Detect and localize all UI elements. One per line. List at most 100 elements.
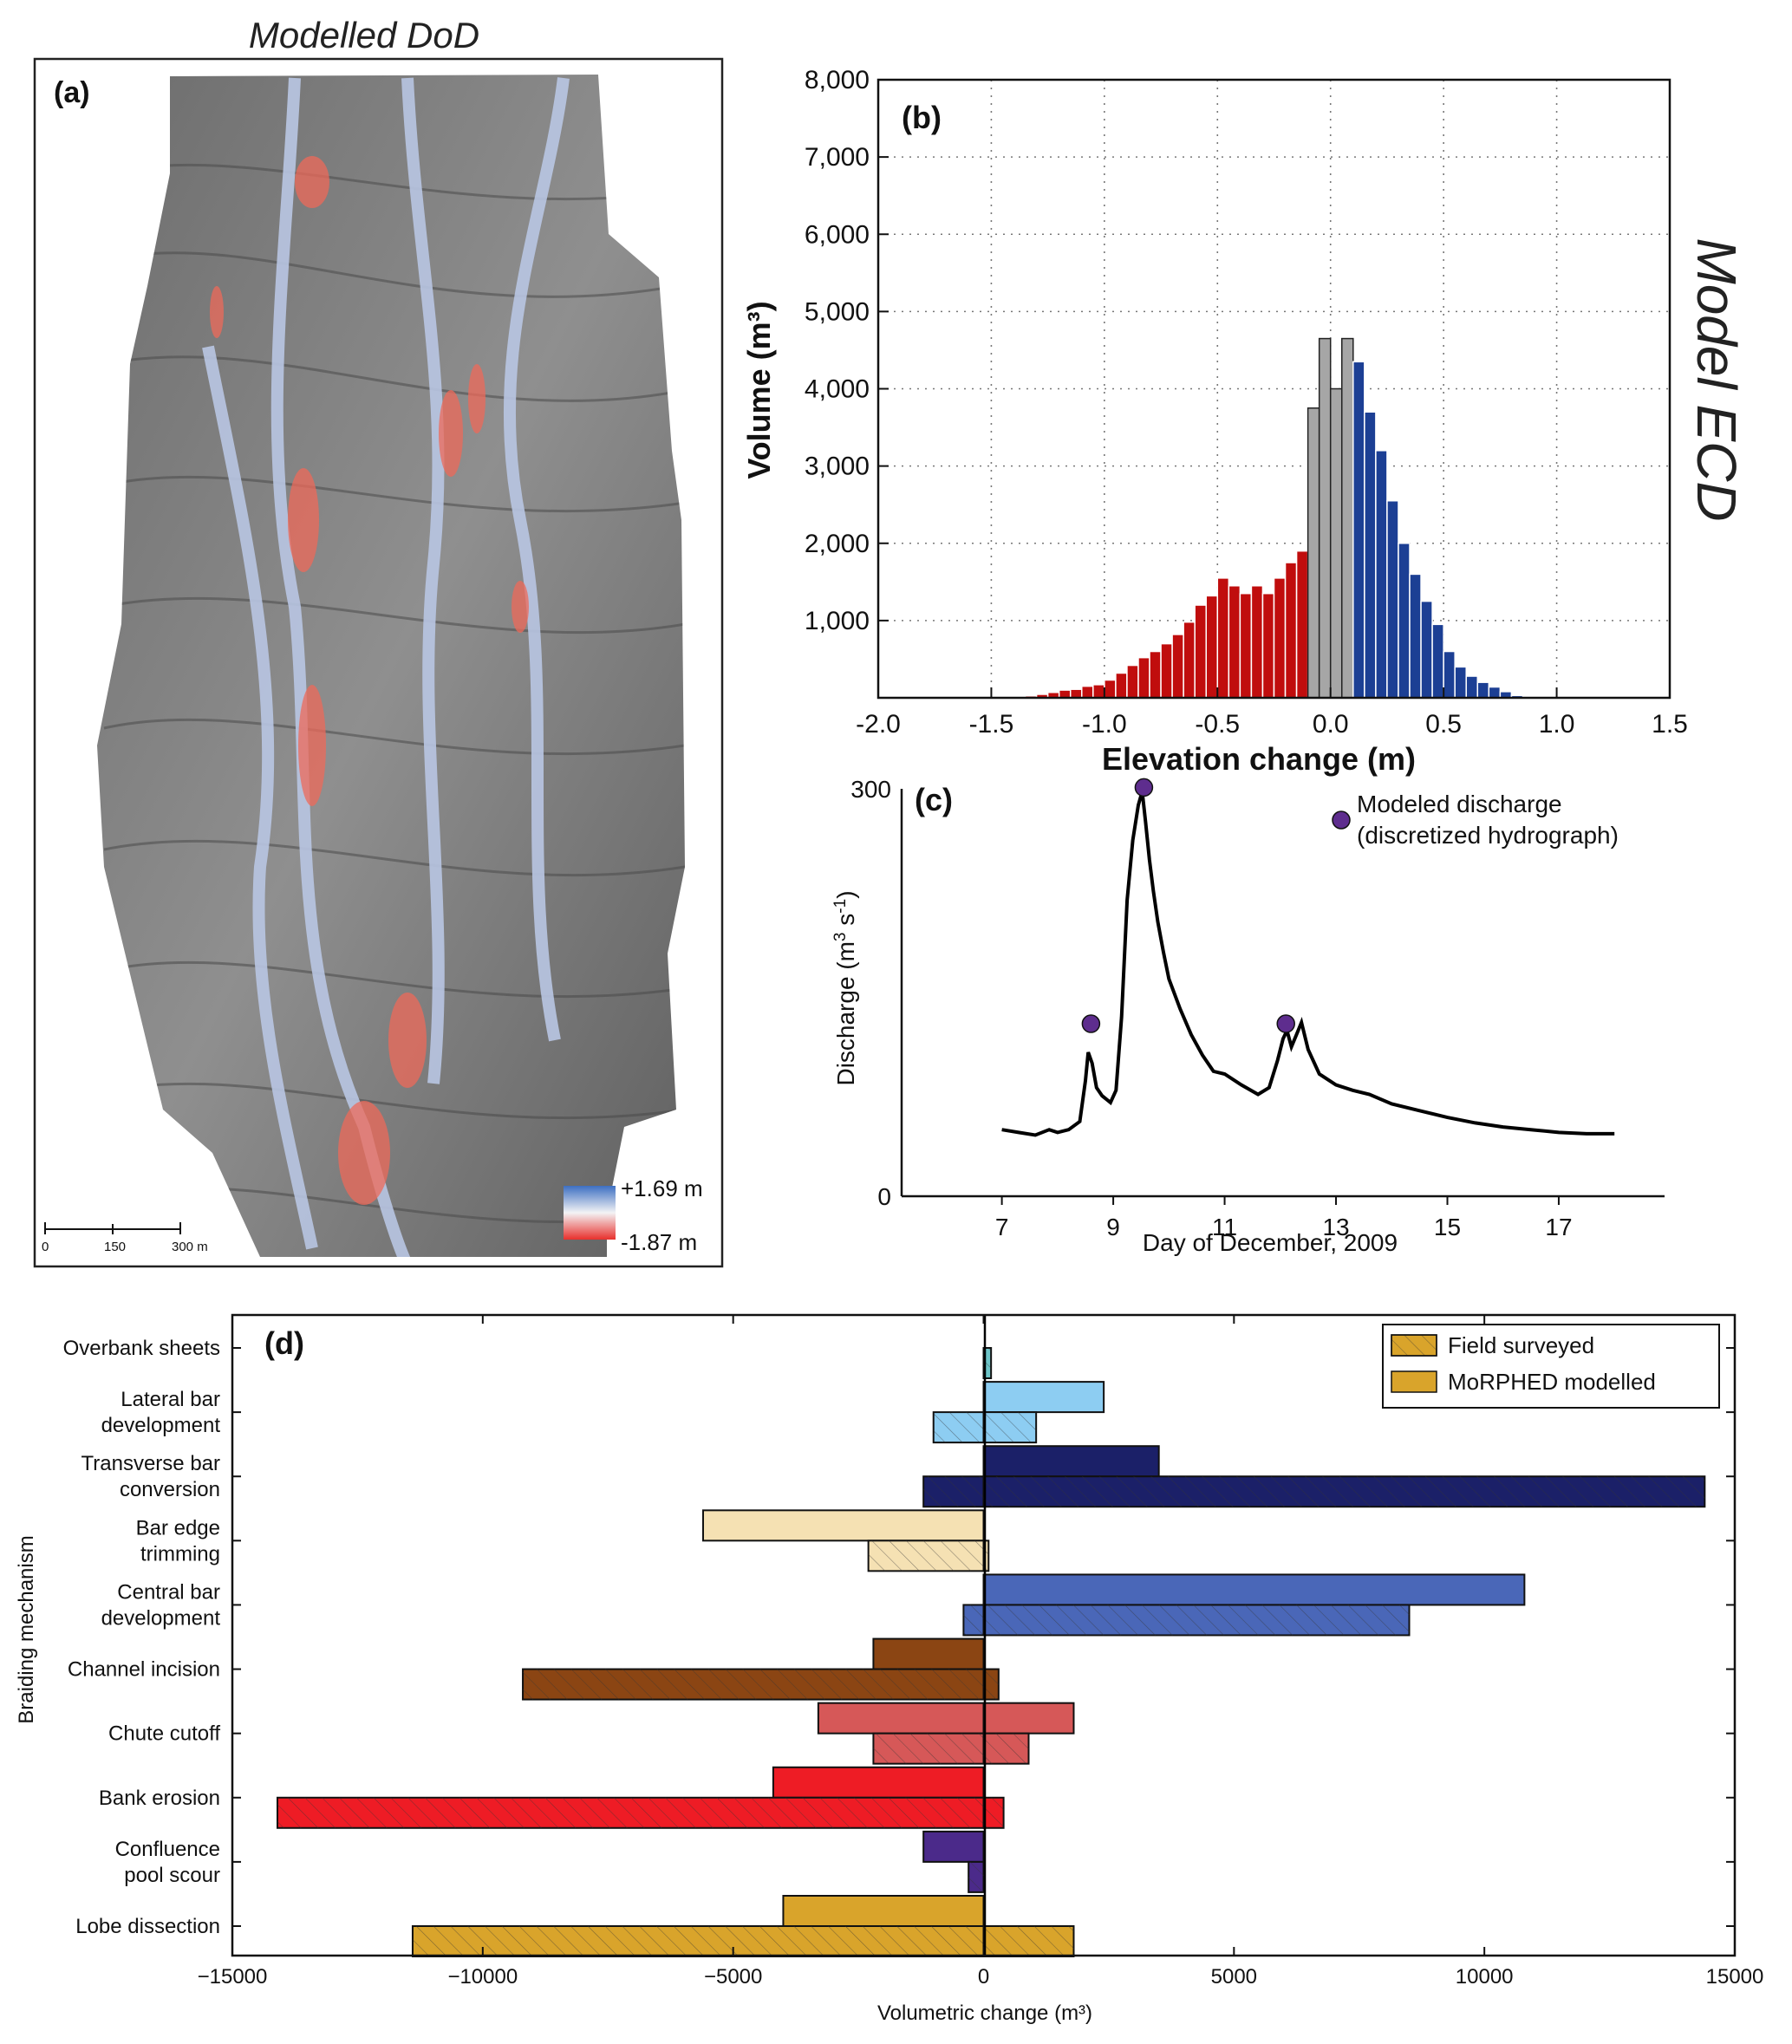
histogram-bar — [1250, 585, 1264, 699]
hydrograph-ylabel: Discharge (m3 s-1) — [831, 890, 859, 1085]
mechanism-xtick-label: −15000 — [198, 1965, 268, 1989]
hydrograph-xlabel: Day of December, 2009 — [1143, 1229, 1398, 1256]
histogram-bars — [1013, 337, 1524, 699]
panel-b: -2.0 -1.5 -1.0 -0.5 0.0 0.5 1.0 1.5 1,000 2,000 3,… — [741, 66, 1748, 777]
histogram-bar — [1239, 592, 1253, 699]
panel-b-label: (b) — [902, 100, 942, 135]
category-label: Confluence — [115, 1838, 220, 1861]
histogram-bar — [1420, 600, 1433, 699]
legend-colorbar — [564, 1186, 616, 1240]
histogram-bar — [1307, 407, 1320, 699]
histogram-ytick-label: 8,000 — [805, 66, 870, 94]
legend-max: +1.69 m — [621, 1175, 703, 1201]
field-bar-hatch — [412, 1926, 984, 1956]
field-bar-hatch — [933, 1412, 984, 1443]
hydrograph-xtick-label: 15 — [1434, 1214, 1461, 1240]
modelled-bar — [982, 1381, 1105, 1414]
mechanism-xtick-label: 0 — [978, 1965, 989, 1989]
histogram-xlabel: Elevation change (m) — [1102, 741, 1416, 777]
scale-tick-300: 300 m — [172, 1240, 208, 1254]
dod-map-image — [97, 75, 685, 1257]
field-bar-hatch — [968, 1861, 984, 1892]
histogram-bar — [1364, 411, 1377, 699]
histogram-bar — [1194, 604, 1207, 699]
field-bar-hatch — [983, 1797, 1004, 1828]
field-bar-hatch — [983, 1926, 1074, 1956]
panel-d: −15000 −10000 −5000 0 5000 10000 15000 Overbank… — [15, 1313, 1764, 2025]
legend-morphed-modelled: MoRPHED modelled — [1448, 1369, 1656, 1395]
histogram-ytick-label: 2,000 — [805, 530, 870, 558]
histogram-bar — [1488, 686, 1502, 699]
field-bar-hatch — [983, 1412, 1037, 1443]
hydrograph-xtick-label: 11 — [1212, 1214, 1237, 1240]
histogram-bar — [1149, 650, 1162, 699]
category-label: Overbank sheets — [63, 1337, 220, 1360]
mechanism-xtick-label: −10000 — [447, 1965, 518, 1989]
modelled-bar — [772, 1766, 985, 1799]
histogram-ytick-label: 5,000 — [805, 297, 870, 326]
erosion-patches — [210, 156, 529, 1205]
field-bar-hatch — [277, 1797, 984, 1828]
legend-min: -1.87 m — [621, 1229, 697, 1255]
panel-c-label: (c) — [915, 782, 953, 817]
histogram-bar — [1261, 592, 1275, 699]
panel-a-title: Modelled DoD — [249, 15, 479, 55]
histogram-bar — [1137, 656, 1150, 699]
field-bar-hatch — [963, 1605, 984, 1636]
discharge-line — [1001, 791, 1615, 1137]
modelled-bar — [872, 1637, 985, 1670]
category-label: Chute cutoff — [108, 1722, 220, 1746]
histogram-ytick-label: 1,000 — [805, 607, 870, 635]
histogram-xtick-label: -1.5 — [969, 710, 1014, 739]
histogram-bar — [1318, 337, 1332, 699]
histogram-bar — [1431, 623, 1444, 699]
category-label: Lobe dissection — [75, 1915, 220, 1938]
side-label: Model ECD — [1685, 238, 1748, 521]
category-label: development — [101, 1606, 221, 1630]
modelled-bar — [982, 1702, 1075, 1735]
mechanism-xtick-label: −5000 — [704, 1965, 762, 1989]
histogram-xtick-label: -1.0 — [1082, 710, 1127, 739]
hydrograph-xtick-label: 9 — [1106, 1214, 1120, 1240]
map-legend: +1.69 m -1.87 m — [564, 1175, 703, 1255]
category-label: Bank erosion — [99, 1787, 220, 1810]
histogram-bar — [1386, 499, 1399, 699]
histogram-xtick-label: 0.5 — [1425, 710, 1462, 739]
mechanism-xlabel: Volumetric change (m³) — [877, 2002, 1092, 2025]
scale-tick-0: 0 — [42, 1240, 49, 1254]
mechanism-xtick-label: 10000 — [1456, 1965, 1514, 1989]
histogram-xtick-label: 0.0 — [1313, 710, 1349, 739]
histogram-bar — [1476, 681, 1490, 699]
histogram-bar — [1284, 562, 1298, 699]
histogram-bar — [1069, 688, 1083, 699]
histogram-bar — [1295, 550, 1309, 699]
discharge-marker — [1276, 1014, 1295, 1033]
field-bar-hatch — [523, 1669, 984, 1700]
modelled-bar — [982, 1445, 1160, 1478]
discharge-markers — [1081, 778, 1295, 1033]
histogram-bar — [1216, 577, 1230, 699]
mechanism-bars — [276, 1347, 1706, 1957]
histogram-bar — [1171, 634, 1184, 699]
category-label: Channel incision — [68, 1658, 220, 1682]
histogram-ylabel: Volume (m³) — [741, 301, 777, 478]
hydrograph-xtick-label: 7 — [995, 1214, 1009, 1240]
mechanism-xtick-label: 15000 — [1706, 1965, 1764, 1989]
histogram-bar — [1126, 664, 1139, 699]
modelled-bar — [922, 1830, 985, 1863]
histogram-bar — [1273, 577, 1287, 699]
mechanism-xtick-label: 5000 — [1211, 1965, 1257, 1989]
histogram-xtick-label: -2.0 — [856, 710, 901, 739]
hydrograph-ytick-label: 0 — [877, 1183, 891, 1210]
histogram-xtick-label: 1.5 — [1652, 710, 1688, 739]
histogram-bar — [1092, 684, 1105, 699]
discharge-marker — [1081, 1014, 1101, 1033]
modelled-bar — [702, 1509, 985, 1542]
histogram-ytick-label: 4,000 — [805, 375, 870, 404]
legend-line-1: Modeled discharge — [1357, 791, 1562, 817]
panel-a: Modelled DoD — [33, 15, 724, 1268]
scale-bar: 0 150 300 m — [42, 1222, 208, 1254]
mechanism-legend: Field surveyed MoRPHED modelled — [1382, 1324, 1720, 1409]
histogram-bar — [1341, 337, 1354, 699]
